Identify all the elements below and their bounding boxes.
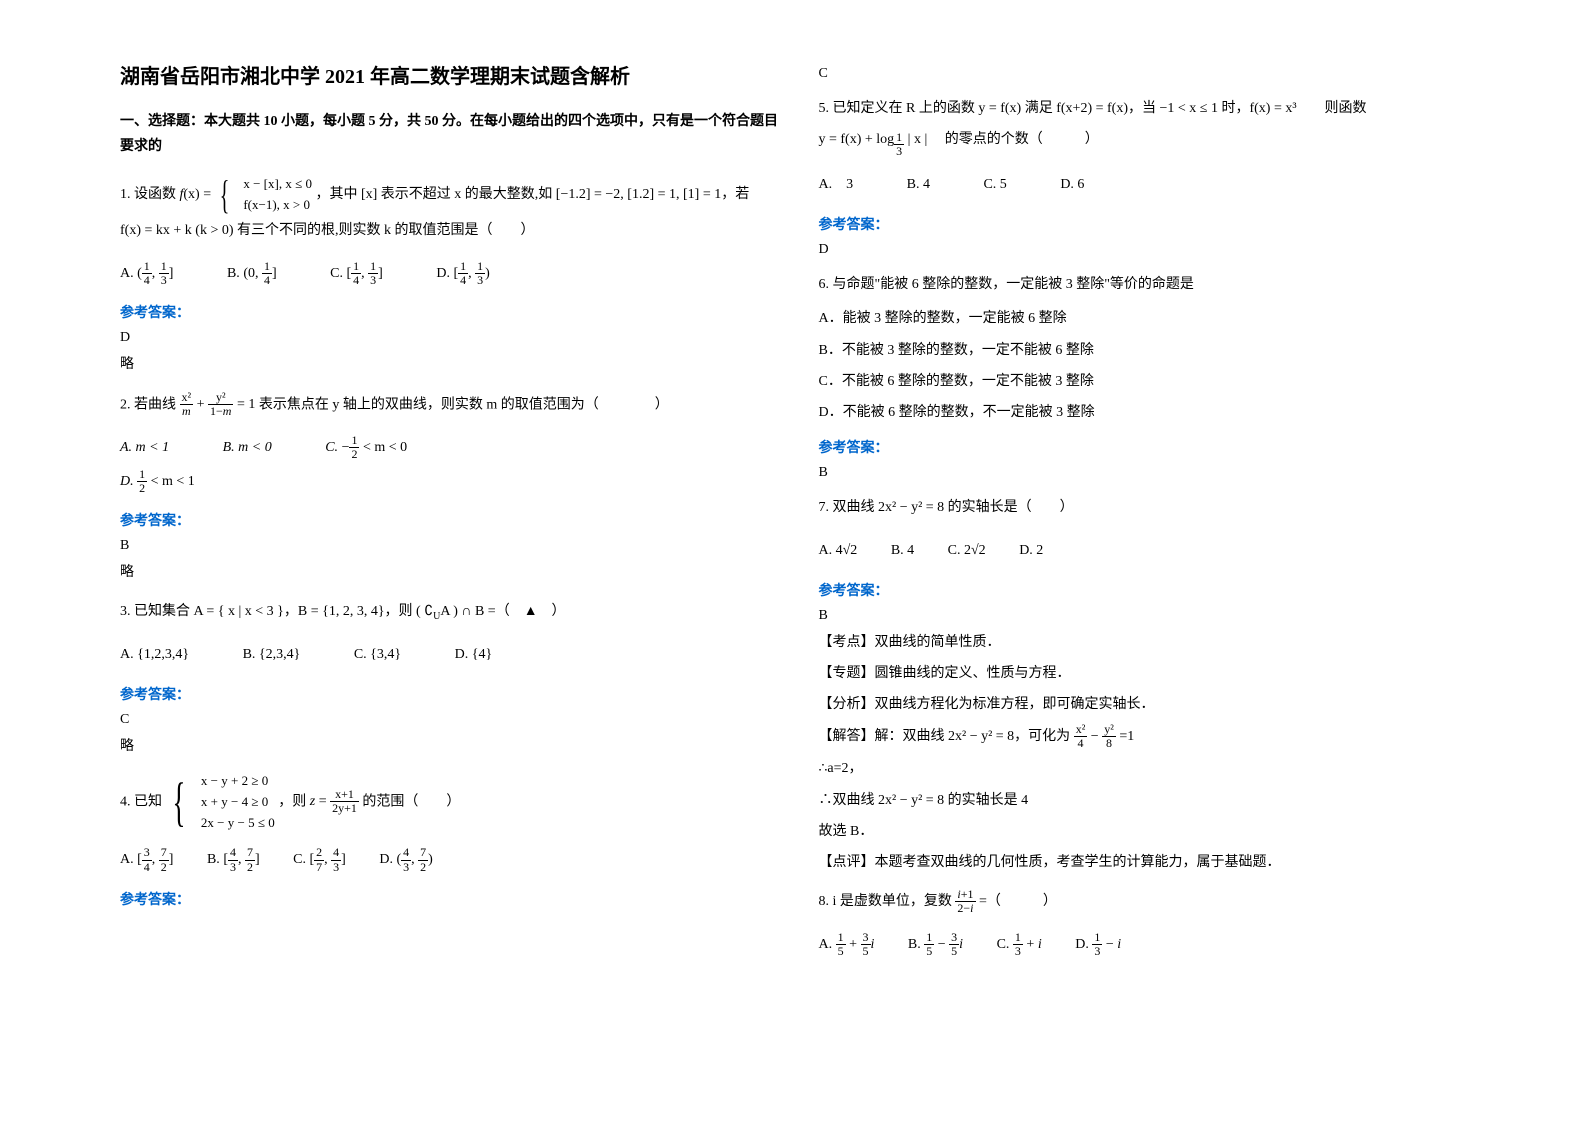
q7-optC: C. 2√2 [948,534,986,568]
right-column: C 5. 已知定义在 R 上的函数 y = f(x) 满足 f(x+2) = f… [799,60,1498,1082]
q8-optB: B. 15 − 35i [908,928,963,962]
q5-optD: D. 6 [1060,168,1084,202]
q2-answer-label: 参考答案： [120,510,779,530]
q6-optD: D．不能被 6 整除的整数，不一定能被 3 整除 [819,400,1478,425]
q7-note8: 【点评】本题考查双曲线的几何性质，考查学生的计算能力，属于基础题． [819,850,1478,875]
q7-note2: 【专题】圆锥曲线的定义、性质与方程． [819,661,1478,686]
left-column: 湖南省岳阳市湘北中学 2021 年高二数学理期末试题含解析 一、选择题：本大题共… [100,60,799,1082]
q4-optC: C. [27, 43] [293,843,346,877]
q8-optC: C. 13 + i [997,928,1042,962]
q6-answer-label: 参考答案： [819,437,1478,457]
q3-options: A. {1,2,3,4} B. {2,3,4} C. {3,4} D. {4} [120,638,779,672]
q7-answer: B [819,608,1478,624]
q4-optD: D. (43, 72) [379,843,432,877]
question-3: 3. 已知集合 A = { x | x < 3 }，B = {1, 2, 3, … [120,597,779,671]
section-1-header: 一、选择题：本大题共 10 小题，每小题 5 分，共 50 分。在每小题给出的四… [120,109,779,159]
q7-optA: A. 4√2 [819,534,858,568]
q4-z: z = x+12y+1 [310,787,359,818]
question-8: 8. i 是虚数单位，复数 i+12−i =（ ） A. 15 + 35i B.… [819,887,1478,961]
q1-prefix: 1. 设函数 [120,187,176,202]
q6-optA: A．能被 3 整除的整数，一定能被 6 整除 [819,306,1478,331]
q8-options: A. 15 + 35i B. 15 − 35i C. 13 + i D. 13 … [819,928,1478,962]
q3-optA: A. {1,2,3,4} [120,638,189,672]
q2-note: 略 [120,560,779,585]
q2-eq: x²m + y²1−m = 1 [180,390,256,421]
question-1: 1. 设函数 f(x) = { x − [x], x ≤ 0 f(x−1), x… [120,174,779,290]
q1-options: A. (14, 13] B. (0, 14] C. [14, 13] D. [1… [120,257,779,291]
q7-note1: 【考点】双曲线的简单性质． [819,630,1478,655]
question-6: 6. 与命题"能被 6 整除的整数，一定能被 3 整除"等价的命题是 A．能被 … [819,270,1478,426]
q5-func-line: y = f(x) + log13 | x | 的零点的个数（ ） [819,125,1478,158]
q4-body: 的范围（ ） [362,794,460,809]
q2-answer: B [120,538,779,554]
q2-body: 表示焦点在 y 轴上的双曲线，则实数 m 的取值范围为（ ） [259,397,669,412]
q3-prefix: 3. 已知集合 A = { x | x < 3 }，B = {1, 2, 3, … [120,604,433,619]
q6-prefix: 6. 与命题"能被 6 整除的整数，一定能被 3 整除"等价的命题是 [819,270,1478,301]
q4-answer: C [819,66,1478,82]
q2-options: A. m < 1 B. m < 0 C. −12 < m < 0 D. 12 <… [120,431,779,498]
q5-answer: D [819,242,1478,258]
q1-optC: C. [14, 13] [330,257,383,291]
question-5: 5. 已知定义在 R 上的函数 y = f(x) 满足 f(x+2) = f(x… [819,94,1478,202]
page-title: 湖南省岳阳市湘北中学 2021 年高二数学理期末试题含解析 [120,60,779,89]
q8-optA: A. 15 + 35i [819,928,875,962]
q7-note5: ∴a=2， [819,756,1478,781]
q3-note: 略 [120,734,779,759]
q1-optD: D. [14, 13) [436,257,489,291]
q5-options: A. 3 B. 4 C. 5 D. 6 [819,168,1478,202]
q1-body2: f(x) = kx + k (k > 0) 有三个不同的根,则实数 k 的取值范… [120,216,779,247]
q4-answer-label: 参考答案： [120,889,779,909]
q8-prefix: 8. i 是虚数单位，复数 [819,894,952,909]
q7-prefix: 7. 双曲线 2x² − y² = 8 的实轴长是（ ） [819,493,1478,524]
q2-optB: B. m < 0 [223,431,272,465]
q7-options: A. 4√2 B. 4 C. 2√2 D. 2 [819,534,1478,568]
q7-optB: B. 4 [891,534,914,568]
q5-optA: A. 3 [819,168,854,202]
q5-prefix: 5. 已知定义在 R 上的函数 y = f(x) 满足 f(x+2) = f(x… [819,94,1478,125]
q7-answer-label: 参考答案： [819,580,1478,600]
q5-optB: B. 4 [907,168,930,202]
question-4: 4. 已知 { x − y + 2 ≥ 0 x + y − 4 ≥ 0 2x −… [120,771,779,877]
q7-optD: D. 2 [1019,534,1043,568]
q2-optC: C. −12 < m < 0 [325,431,407,465]
q6-optB: B．不能被 3 整除的整数，一定不能被 6 整除 [819,338,1478,363]
q3-optD: D. {4} [455,638,493,672]
q5-answer-label: 参考答案： [819,214,1478,234]
q1-answer-label: 参考答案： [120,302,779,322]
q1-body1: ，其中 [x] 表示不超过 x 的最大整数,如 [−1.2] = −2, [1.… [315,187,749,202]
q4-prefix: 4. 已知 [120,794,162,809]
q4-optB: B. [43, 72] [207,843,260,877]
q1-note: 略 [120,352,779,377]
q4-cases: { x − y + 2 ≥ 0 x + y − 4 ≥ 0 2x − y − 5… [166,771,275,833]
q1-optA: A. (14, 13] [120,257,173,291]
q8-optD: D. 13 − i [1075,928,1121,962]
q4-optA: A. [34, 72] [120,843,173,877]
q7-note3: 【分析】双曲线方程化为标准方程，即可确定实轴长． [819,692,1478,717]
question-2: 2. 若曲线 x²m + y²1−m = 1 表示焦点在 y 轴上的双曲线，则实… [120,390,779,499]
q5-optC: C. 5 [983,168,1006,202]
q1-func: f(x) = { x − [x], x ≤ 0 f(x−1), x > 0 [180,174,312,216]
q2-optD: D. 12 < m < 1 [120,465,195,499]
q3-optB: B. {2,3,4} [243,638,301,672]
q2-optA: A. m < 1 [120,431,169,465]
q7-note7: 故选 B． [819,819,1478,844]
q7-note6: ∴双曲线 2x² − y² = 8 的实轴长是 4 [819,788,1478,813]
q6-optC: C．不能被 6 整除的整数，一定不能被 3 整除 [819,369,1478,394]
q4-options: A. [34, 72] B. [43, 72] C. [27, 43] D. (… [120,843,779,877]
q7-note4: 【解答】解：双曲线 2x² − y² = 8，可化为 x²4 − y²8 =1 [819,723,1478,750]
q3-answer: C [120,712,779,728]
question-7: 7. 双曲线 2x² − y² = 8 的实轴长是（ ） A. 4√2 B. 4… [819,493,1478,567]
q3-answer-label: 参考答案： [120,684,779,704]
q2-prefix: 2. 若曲线 [120,397,176,412]
q3-optC: C. {3,4} [354,638,401,672]
q6-answer: B [819,465,1478,481]
q1-answer: D [120,330,779,346]
q1-optB: B. (0, 14] [227,257,277,291]
